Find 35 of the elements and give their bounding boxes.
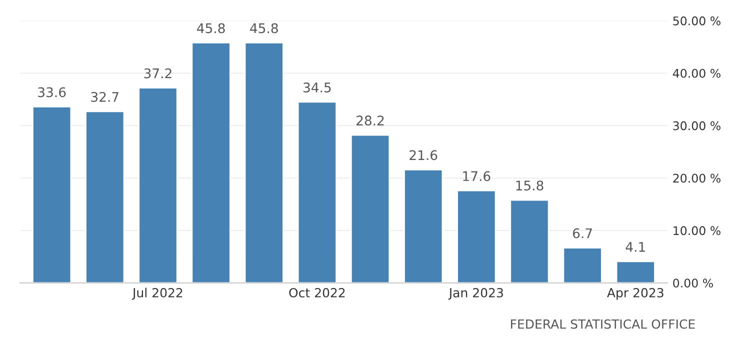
x-tick-label: Apr 2023 xyxy=(607,288,664,300)
data-label: 45.8 xyxy=(197,23,225,34)
data-label: 15.8 xyxy=(516,180,544,191)
y-tick-label: 30.00 % xyxy=(673,121,720,130)
x-tick-label: Jan 2023 xyxy=(448,288,503,300)
y-tick-label: 10.00 % xyxy=(674,226,720,236)
data-label: 33.6 xyxy=(38,87,66,98)
y-tick-label: 0.00 % xyxy=(673,278,713,288)
data-label: 34.5 xyxy=(304,82,331,92)
bar xyxy=(350,134,390,283)
bar xyxy=(191,42,231,283)
data-label: 32.7 xyxy=(91,92,118,102)
y-tick-label: 40.00 % xyxy=(672,68,720,78)
data-label: 17.6 xyxy=(463,171,490,182)
bar xyxy=(297,101,337,283)
bar xyxy=(32,106,72,283)
x-tick-label: Oct 2022 xyxy=(289,288,345,298)
bar xyxy=(616,260,656,283)
x-tick-label: Jul 2022 xyxy=(132,288,182,300)
bar xyxy=(85,110,125,283)
bar xyxy=(404,168,444,283)
y-tick-label: 20.00 % xyxy=(673,174,720,183)
bar xyxy=(456,190,496,283)
bar xyxy=(510,199,550,283)
bar xyxy=(244,42,284,283)
data-label: 37.2 xyxy=(144,68,172,78)
y-tick-label: 50.00 % xyxy=(673,16,720,26)
text: FEDERAL STATISTICAL OFFICE xyxy=(511,319,695,329)
bar xyxy=(562,247,602,283)
bar xyxy=(138,87,178,283)
data-label: 21.6 xyxy=(410,150,438,160)
data-label: 45.8 xyxy=(250,23,278,34)
data-label: 28.2 xyxy=(356,116,384,126)
data-label: 6.7 xyxy=(572,228,592,238)
data-label: 4.1 xyxy=(626,242,645,252)
